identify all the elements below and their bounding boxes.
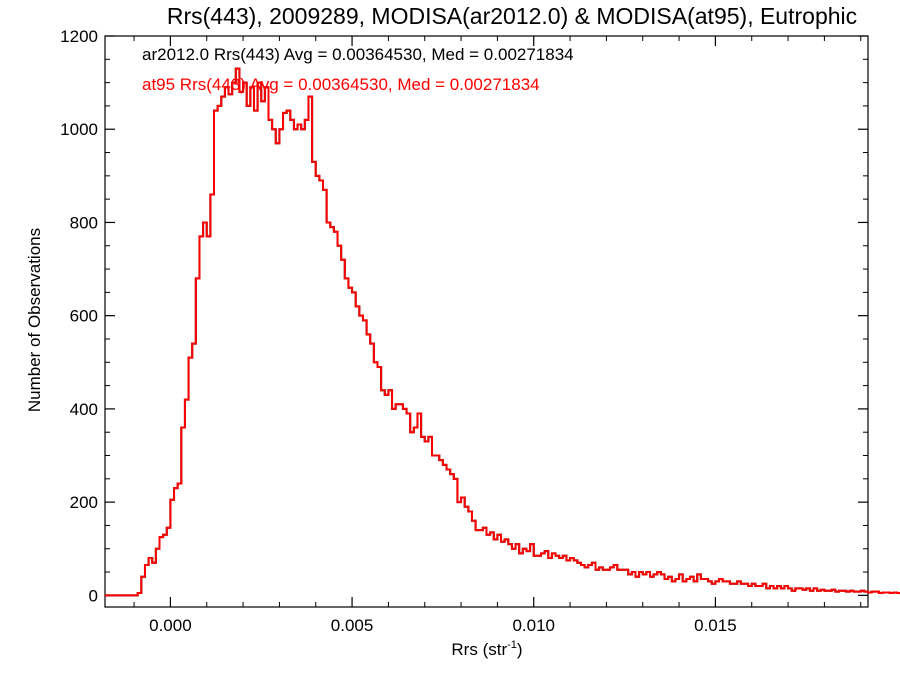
series-layer — [105, 67, 900, 597]
annotations: ar2012.0 Rrs(443) Avg = 0.00364530, Med … — [142, 45, 574, 94]
x-axis-label-end: ) — [517, 640, 523, 659]
y-tick-label: 200 — [70, 493, 98, 512]
series-at95 — [105, 67, 900, 597]
y-tick-label: 1000 — [60, 120, 98, 139]
x-axis-label-main: Rrs (str — [451, 640, 507, 659]
annotation-1: ar2012.0 Rrs(443) Avg = 0.00364530, Med … — [142, 45, 574, 64]
x-axis-label: Rrs (str-1) — [451, 639, 522, 659]
y-tick-label: 600 — [70, 307, 98, 326]
x-tick-label: 0.015 — [694, 616, 737, 635]
y-tick-label: 1200 — [60, 27, 98, 46]
y-tick-label: 400 — [70, 400, 98, 419]
plot-frame — [104, 35, 869, 608]
x-tick-label: 0.000 — [149, 616, 192, 635]
y-tick-label: 800 — [70, 213, 98, 232]
x-tick-label: 0.005 — [331, 616, 374, 635]
x-tick-label: 0.010 — [512, 616, 555, 635]
series-ar2012.0 — [105, 67, 900, 597]
chart-title: Rrs(443), 2009289, MODISA(ar2012.0) & MO… — [167, 3, 857, 29]
y-axis: 0 200 400 600 800 1000 1200 — [60, 27, 868, 605]
plot-border — [104, 35, 869, 608]
x-axis: 0.000 0.005 0.010 0.015 — [133, 36, 862, 635]
annotation-2: at95 Rrs(443) Avg = 0.00364530, Med = 0.… — [142, 75, 540, 94]
y-axis-label: Number of Observations — [25, 228, 44, 412]
y-tick-label: 0 — [89, 586, 98, 605]
x-axis-label-superscript: -1 — [507, 639, 517, 651]
